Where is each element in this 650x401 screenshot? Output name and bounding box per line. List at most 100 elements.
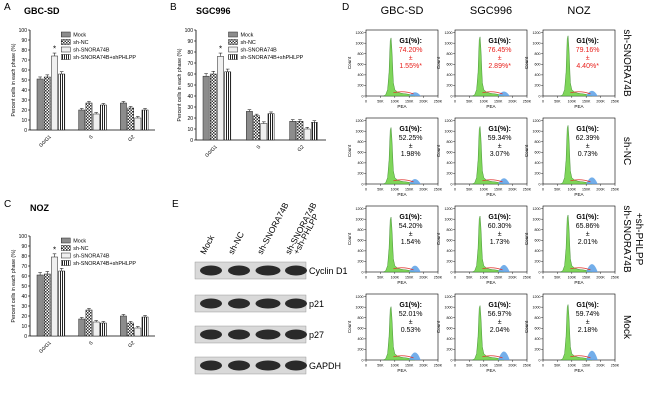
y-tick-label: 200 xyxy=(358,172,364,176)
y-tick-label: 800 xyxy=(358,140,364,144)
x-tick-label: 100K xyxy=(480,276,489,280)
y-axis-label: Count xyxy=(436,320,441,333)
y-tick-label: 0 xyxy=(451,270,453,274)
bar xyxy=(100,104,107,131)
g1-label: G1(%): xyxy=(399,38,422,45)
bar xyxy=(127,107,134,131)
y-tick-label: 800 xyxy=(447,140,453,144)
flow-row-label: sh-NC xyxy=(621,137,632,165)
bar xyxy=(141,109,149,131)
y-tick-label: 80 xyxy=(21,254,27,260)
x-tick-label: 250K xyxy=(611,276,620,280)
g1-plusminus: ± xyxy=(409,55,413,62)
x-tick-label: 250K xyxy=(611,100,620,104)
y-tick-label: 200 xyxy=(535,260,541,264)
y-tick-label: 800 xyxy=(358,228,364,232)
y-tick-label: 1200 xyxy=(445,207,453,211)
g1-value: 52.01% xyxy=(399,311,423,318)
x-tick-label: G0/G1 xyxy=(38,340,53,355)
x-tick-label: S xyxy=(256,144,263,151)
y-tick-label: 600 xyxy=(358,327,364,331)
g1-plusminus: ± xyxy=(498,319,502,326)
x-tick-label: 50K xyxy=(466,364,473,368)
s-phase-curve xyxy=(570,91,591,95)
y-tick-label: 0 xyxy=(451,358,453,362)
histogram-frame xyxy=(542,117,616,185)
bar xyxy=(43,273,51,337)
g1-plusminus: ± xyxy=(586,319,590,326)
flow-histogram: 0 50K 100K 150K 200K 250K PEA 0 200 400 600 800 1000… xyxy=(347,293,443,373)
x-tick-label: 250K xyxy=(434,276,443,280)
x-axis-label: PEA xyxy=(486,280,496,285)
y-tick-label: 600 xyxy=(447,327,453,331)
y-tick-label: 30 xyxy=(21,98,27,104)
g1-plusminus: ± xyxy=(409,319,413,326)
bar-chart-a: 0 10 20 30 40 50 60 70 80 90 100 Percent cells in e… xyxy=(11,28,155,149)
x-tick-label: G2 xyxy=(127,340,136,349)
blot-band xyxy=(200,298,222,309)
legend-label: sh-SNORA74B+shPHLPP xyxy=(73,55,136,61)
s-phase-curve xyxy=(482,355,503,359)
flow-histogram: 0 50K 100K 150K 200K 250K PEA 0 200 400 600 800 1000… xyxy=(436,29,532,109)
x-tick-label: 250K xyxy=(434,364,443,368)
y-tick-label: 1200 xyxy=(533,207,541,211)
panel-letter-b: B xyxy=(170,2,177,13)
bar xyxy=(92,321,100,337)
g2-peak xyxy=(409,178,421,184)
histogram-frame xyxy=(365,205,439,273)
y-tick-label: 800 xyxy=(447,316,453,320)
g2-peak xyxy=(586,264,598,272)
x-tick-label: 100K xyxy=(391,364,400,368)
flow-row-label: sh-SNORA74B xyxy=(621,205,632,273)
g1-label: G1(%): xyxy=(576,38,599,45)
bar xyxy=(51,256,58,337)
y-tick-label: 0 xyxy=(362,94,364,98)
y-tick-label: 70 xyxy=(187,61,193,67)
legend-label: sh-NC xyxy=(73,246,88,252)
y-axis-label: Count xyxy=(347,56,352,69)
y-tick-label: 20 xyxy=(21,108,27,114)
g1-error: 4.40%* xyxy=(576,63,599,70)
y-tick-label: 600 xyxy=(535,151,541,155)
g1-error: 1.54% xyxy=(401,239,421,246)
y-tick-label: 40 xyxy=(21,294,27,300)
histogram-frame xyxy=(454,205,528,273)
y-axis-label: Count xyxy=(347,320,352,333)
flow-row-label: +sh-PHLPP xyxy=(633,213,644,266)
y-tick-label: 0 xyxy=(362,182,364,186)
y-tick-label: 10 xyxy=(21,118,27,124)
y-tick-label: 0 xyxy=(539,94,541,98)
x-tick-label: 100K xyxy=(568,276,577,280)
x-axis-label: PEA xyxy=(397,280,407,285)
y-tick-label: 80 xyxy=(21,48,27,54)
s-phase-curve xyxy=(482,179,503,183)
x-tick-label: 250K xyxy=(434,188,443,192)
blot-band xyxy=(228,298,250,309)
x-tick-label: 0 xyxy=(365,364,367,368)
panel-title-b: SGC996 xyxy=(196,6,231,16)
g2-peak xyxy=(498,351,510,360)
x-tick-label: 100K xyxy=(568,188,577,192)
y-tick-label: 1000 xyxy=(445,130,453,134)
y-tick-label: 1200 xyxy=(356,31,364,35)
panel-title-a: GBC-SD xyxy=(24,6,60,16)
x-tick-label: G0/G1 xyxy=(204,144,219,159)
y-tick-label: 20 xyxy=(21,314,27,320)
y-tick-label: 100 xyxy=(19,28,28,34)
x-tick-label: 0 xyxy=(542,276,544,280)
x-tick-label: 200K xyxy=(596,100,605,104)
flow-histogram: 0 50K 100K 150K 200K 250K PEA 0 200 400 600 800 1000… xyxy=(436,205,532,285)
histogram-frame xyxy=(365,29,439,97)
g1-label: G1(%): xyxy=(399,126,422,133)
legend-swatch xyxy=(61,260,71,266)
x-tick-label: 150K xyxy=(494,100,503,104)
legend-swatch xyxy=(61,252,71,259)
bar xyxy=(246,111,253,141)
x-tick-label: 0 xyxy=(542,364,544,368)
flow-column-header: GBC-SD xyxy=(381,5,424,17)
x-tick-label: 250K xyxy=(523,276,532,280)
s-phase-curve xyxy=(570,267,591,271)
bar xyxy=(217,56,224,141)
x-axis-label: PEA xyxy=(574,104,584,109)
y-tick-label: 1200 xyxy=(533,119,541,123)
